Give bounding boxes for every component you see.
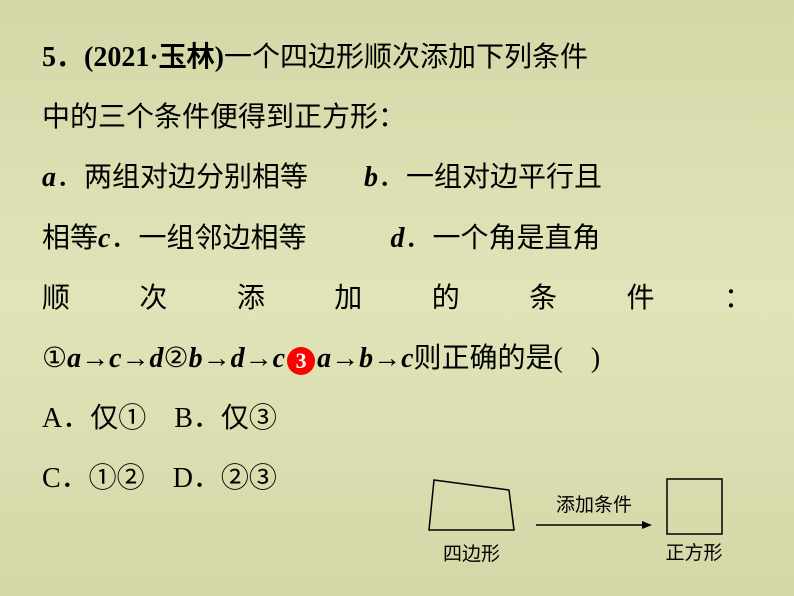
diagram: 四边形 添加条件 正方形: [419, 475, 724, 566]
seq3-a: a: [317, 343, 331, 374]
seq1-a: a: [67, 343, 81, 374]
seq-char-6: 件: [627, 269, 655, 329]
seq2-d: d: [231, 343, 245, 374]
seq3-ar1: →: [331, 343, 359, 374]
seq3-c: c: [401, 343, 413, 374]
seq-char-7: ：: [724, 269, 752, 329]
seq3-b: b: [359, 343, 373, 374]
seq1-num: ①: [42, 343, 67, 374]
stem-part-1: 一个四边形顺次添加下列条件: [224, 42, 588, 73]
seq3-circled-icon: 3: [287, 347, 315, 375]
seq-label-line: 顺 次 添 加 的 条 件 ：: [42, 269, 752, 329]
question-number: 5．: [42, 42, 84, 73]
quad-box: 四边形: [419, 475, 524, 566]
cond-d-text: ．一个角是直角: [404, 223, 600, 254]
seq3-ar2: →: [373, 343, 401, 374]
seq-char-1: 次: [139, 269, 167, 329]
seq-char-0: 顺: [42, 269, 70, 329]
seq1-c: c: [109, 343, 121, 374]
square-label: 正方形: [665, 538, 722, 565]
quadrilateral-icon: [419, 475, 524, 537]
condition-line-ab: a．两组对边分别相等 b．一组对边平行且: [42, 148, 752, 208]
seq2-c: c: [273, 343, 285, 374]
cond-c-prefix: 相等: [42, 223, 98, 254]
option-b: B．仅③: [174, 403, 277, 434]
seq2-num: ②: [164, 343, 189, 374]
arrow-box: 添加条件: [534, 490, 654, 531]
seq1-ar1: →: [81, 343, 109, 374]
arrow-icon: [534, 519, 654, 531]
square-icon: [664, 476, 724, 536]
question-line-1: 5．(2021·玉林)一个四边形顺次添加下列条件: [42, 28, 752, 88]
seq-char-4: 的: [432, 269, 460, 329]
seq-char-2: 添: [237, 269, 265, 329]
option-c: C．①②: [42, 463, 145, 494]
tail-text: 则正确的是( ): [414, 343, 601, 374]
quad-label: 四边形: [443, 539, 500, 566]
cond-d-label: d: [390, 223, 404, 254]
seq2-ar2: →: [245, 343, 273, 374]
option-a: A．仅①: [42, 403, 146, 434]
seq-char-3: 加: [334, 269, 362, 329]
square-box: 正方形: [664, 476, 724, 565]
question-source: (2021·玉林): [84, 42, 224, 73]
seq1-ar2: →: [122, 343, 150, 374]
cond-a-label: a: [42, 162, 56, 193]
option-d: D．②③: [173, 463, 277, 494]
slide-content: 5．(2021·玉林)一个四边形顺次添加下列条件 中的三个条件便得到正方形： a…: [0, 0, 794, 530]
cond-b-text: ．一组对边平行且: [378, 162, 602, 193]
cond-c-text: ．一组邻边相等: [110, 223, 306, 254]
seq-char-5: 条: [529, 269, 557, 329]
condition-line-cd: 相等c．一组邻边相等 d．一个角是直角: [42, 209, 752, 269]
seq2-ar1: →: [203, 343, 231, 374]
seq1-d: d: [150, 343, 164, 374]
cond-a-text: ．两组对边分别相等: [56, 162, 308, 193]
sequences-line: ①a→c→d②b→d→c3a→b→c则正确的是( ): [42, 329, 752, 389]
seq2-b: b: [189, 343, 203, 374]
question-line-2: 中的三个条件便得到正方形：: [42, 88, 752, 148]
options-line-1: A．仅① B．仅③: [42, 389, 752, 449]
arrow-label: 添加条件: [556, 490, 632, 517]
cond-b-label: b: [364, 162, 378, 193]
stem-part-2: 中的三个条件便得到正方形：: [42, 102, 406, 133]
cond-c-label: c: [98, 223, 110, 254]
